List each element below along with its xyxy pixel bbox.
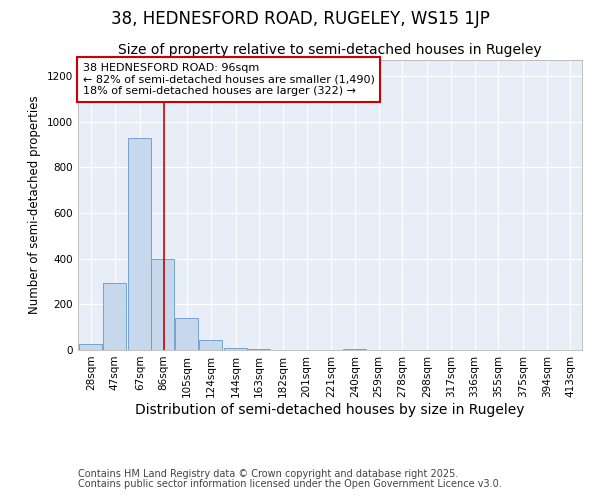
Title: Size of property relative to semi-detached houses in Rugeley: Size of property relative to semi-detach… — [118, 44, 542, 58]
Bar — [224, 348, 247, 350]
Bar — [103, 282, 126, 350]
Text: Contains public sector information licensed under the Open Government Licence v3: Contains public sector information licen… — [78, 479, 502, 489]
Bar — [151, 258, 175, 350]
Bar — [175, 318, 198, 350]
Text: 38 HEDNESFORD ROAD: 96sqm
← 82% of semi-detached houses are smaller (1,490)
18% : 38 HEDNESFORD ROAD: 96sqm ← 82% of semi-… — [83, 63, 375, 96]
Bar — [247, 349, 270, 350]
Text: 38, HEDNESFORD ROAD, RUGELEY, WS15 1JP: 38, HEDNESFORD ROAD, RUGELEY, WS15 1JP — [110, 10, 490, 28]
Bar — [128, 138, 151, 350]
Y-axis label: Number of semi-detached properties: Number of semi-detached properties — [28, 96, 41, 314]
X-axis label: Distribution of semi-detached houses by size in Rugeley: Distribution of semi-detached houses by … — [135, 402, 525, 416]
Bar — [199, 340, 222, 350]
Bar — [343, 349, 366, 350]
Bar — [79, 344, 102, 350]
Text: Contains HM Land Registry data © Crown copyright and database right 2025.: Contains HM Land Registry data © Crown c… — [78, 469, 458, 479]
